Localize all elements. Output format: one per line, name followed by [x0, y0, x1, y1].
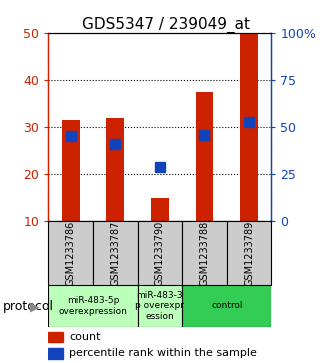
Text: GSM1233790: GSM1233790 [155, 221, 165, 286]
Bar [138, 221, 182, 285]
Text: protocol: protocol [3, 300, 54, 313]
Bar [48, 348, 64, 359]
Text: count: count [69, 332, 101, 342]
Text: miR-483-5p
overexpression: miR-483-5p overexpression [59, 296, 127, 315]
Bar [240, 33, 258, 221]
Text: GSM1233786: GSM1233786 [66, 221, 76, 286]
Bar [151, 198, 169, 221]
Text: control: control [211, 301, 242, 310]
Text: GDS5347 / 239049_at: GDS5347 / 239049_at [83, 16, 250, 33]
Bar [138, 285, 182, 327]
Bar [182, 285, 271, 327]
Text: GSM1233787: GSM1233787 [110, 220, 120, 286]
Bar [48, 285, 138, 327]
Text: miR-483-3
p overexpr
ession: miR-483-3 p overexpr ession [135, 291, 184, 321]
Bar [182, 221, 227, 285]
Text: GSM1233789: GSM1233789 [244, 221, 254, 286]
Bar [227, 221, 271, 285]
Bar [106, 118, 124, 221]
Bar [195, 92, 213, 221]
Text: ▶: ▶ [30, 300, 40, 313]
Text: GSM1233788: GSM1233788 [199, 221, 209, 286]
Text: percentile rank within the sample: percentile rank within the sample [69, 348, 257, 358]
Bar [48, 221, 93, 285]
Bar [48, 332, 64, 342]
Bar [93, 221, 138, 285]
Bar [62, 120, 80, 221]
